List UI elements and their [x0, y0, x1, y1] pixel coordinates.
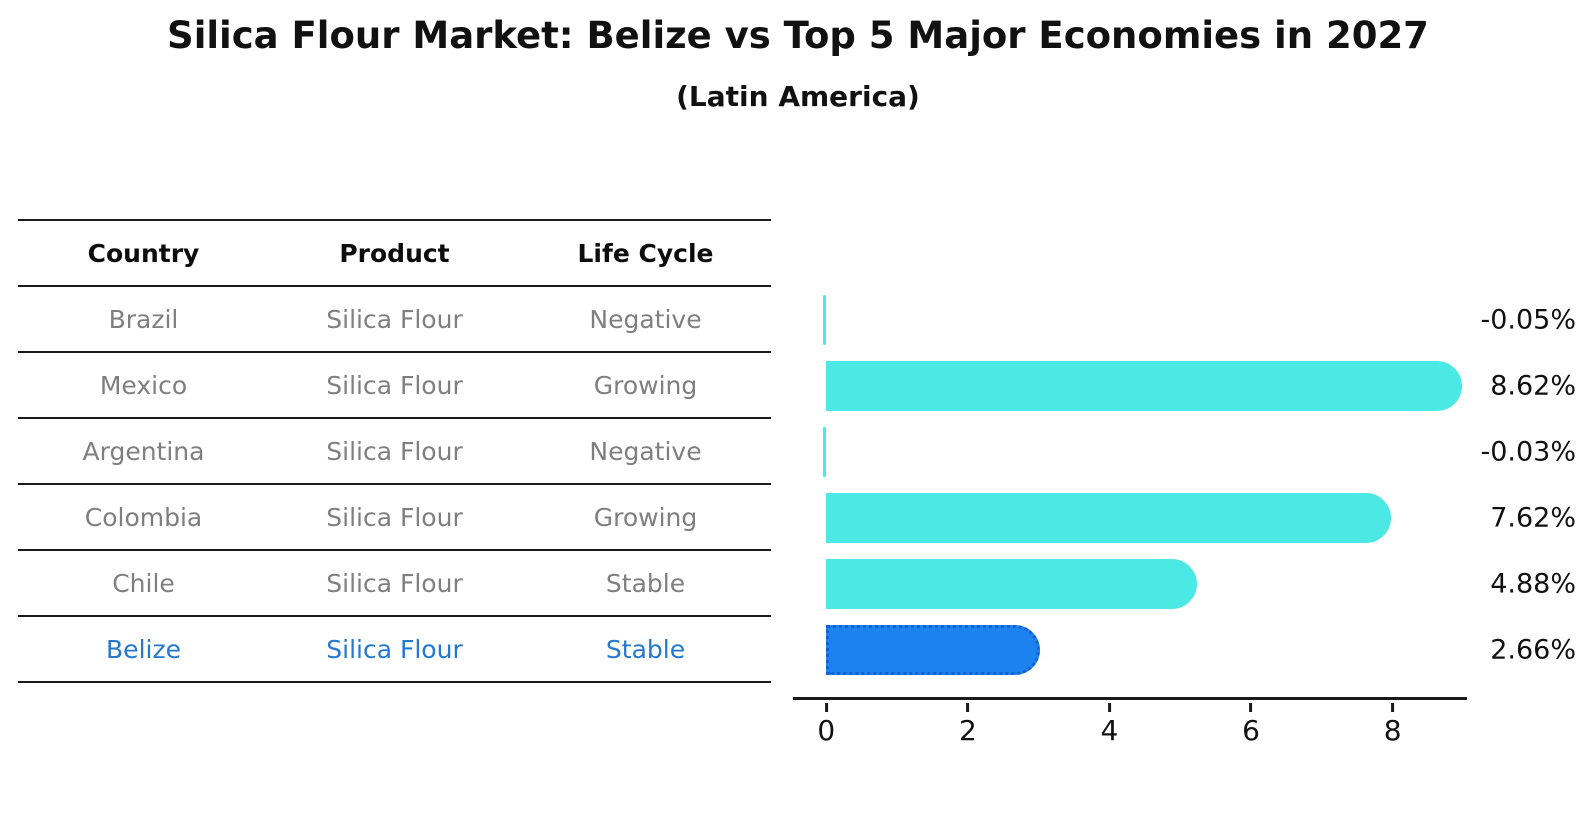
value-label-brazil: -0.05%: [1480, 304, 1576, 336]
value-label-chile: 4.88%: [1490, 568, 1576, 600]
column-header-product: Product: [339, 238, 450, 268]
tick-mark: [1249, 703, 1253, 712]
product-cell: Silica Flour: [326, 634, 463, 664]
value-labels: -0.05% 8.62% -0.03% 7.62% 4.88% 2.66%: [1468, 0, 1576, 823]
x-axis-tick: 0: [817, 703, 835, 747]
tick-label: 8: [1383, 714, 1402, 747]
bar-row: [793, 419, 1467, 485]
product-cell: Silica Flour: [326, 568, 463, 598]
x-axis-tick: 8: [1384, 703, 1402, 747]
value-label-colombia: 7.62%: [1490, 502, 1576, 534]
value-label-argentina: -0.03%: [1480, 436, 1576, 468]
table-header-row: Country Product Life Cycle: [18, 221, 771, 287]
tick-label: 2: [958, 714, 977, 747]
tick-label: 4: [1100, 714, 1119, 747]
x-axis-tick: 2: [959, 703, 977, 747]
country-cell: Belize: [106, 634, 181, 664]
country-cell: Brazil: [108, 304, 179, 334]
product-cell: Silica Flour: [326, 370, 463, 400]
bar-brazil: [822, 295, 827, 345]
bar-row: [793, 485, 1467, 551]
country-cell: Colombia: [84, 502, 203, 532]
bar-colombia: [826, 493, 1391, 543]
table-row-chile: Chile Silica Flour Stable: [18, 551, 771, 617]
bar-row: [793, 551, 1467, 617]
bar-plot: [793, 287, 1467, 700]
table-row-colombia: Colombia Silica Flour Growing: [18, 485, 771, 551]
table-row-mexico: Mexico Silica Flour Growing: [18, 353, 771, 419]
lifecycle-cell: Growing: [593, 502, 698, 532]
tick-mark: [824, 703, 828, 712]
tick-mark: [1107, 703, 1111, 712]
tick-mark: [1391, 703, 1395, 712]
bar-row: [793, 617, 1467, 683]
country-cell: Chile: [112, 568, 175, 598]
x-axis: 0 2 4 6 8: [793, 703, 1467, 763]
product-cell: Silica Flour: [326, 502, 463, 532]
table-row-brazil: Brazil Silica Flour Negative: [18, 287, 771, 353]
lifecycle-cell: Stable: [605, 568, 686, 598]
chart-title: Silica Flour Market: Belize vs Top 5 Maj…: [167, 14, 1429, 57]
value-label-mexico: 8.62%: [1490, 370, 1576, 402]
product-cell: Silica Flour: [326, 304, 463, 334]
bar-chile: [826, 559, 1197, 609]
tick-label: 6: [1242, 714, 1260, 747]
lifecycle-cell: Stable: [605, 634, 686, 664]
table-row-belize: Belize Silica Flour Stable: [18, 617, 771, 683]
lifecycle-cell: Negative: [589, 304, 702, 334]
bar-mexico: [826, 361, 1462, 411]
column-header-country: Country: [87, 238, 200, 268]
column-header-lifecycle: Life Cycle: [577, 238, 714, 268]
value-label-belize: 2.66%: [1490, 634, 1576, 666]
bar-argentina: [822, 427, 827, 477]
tick-label: 0: [817, 714, 836, 747]
tick-mark: [966, 703, 970, 712]
bar-row: [793, 287, 1467, 353]
bar-row: [793, 353, 1467, 419]
bar-belize: [826, 625, 1040, 675]
lifecycle-cell: Negative: [589, 436, 702, 466]
country-table: Country Product Life Cycle Brazil Silica…: [18, 219, 771, 683]
table-row-argentina: Argentina Silica Flour Negative: [18, 419, 771, 485]
x-axis-tick: 4: [1100, 703, 1119, 747]
country-cell: Mexico: [99, 370, 188, 400]
country-cell: Argentina: [82, 436, 205, 466]
lifecycle-cell: Growing: [593, 370, 698, 400]
product-cell: Silica Flour: [326, 436, 463, 466]
x-axis-tick: 6: [1242, 703, 1260, 747]
chart-subtitle: (Latin America): [676, 80, 920, 113]
